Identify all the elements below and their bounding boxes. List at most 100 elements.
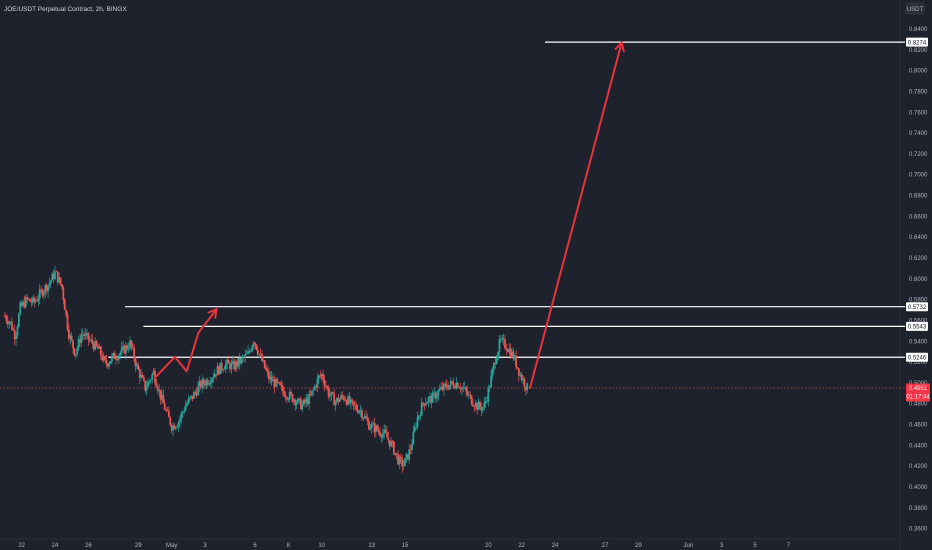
candle	[376, 424, 379, 432]
candle-body	[519, 374, 522, 376]
candle-body	[397, 454, 399, 465]
candle	[97, 343, 99, 349]
candle	[127, 342, 130, 353]
candle-body	[76, 348, 79, 355]
candle	[180, 410, 183, 424]
candle-body	[470, 395, 473, 405]
candle	[172, 422, 174, 437]
candle-body	[174, 427, 177, 429]
candle-body	[127, 348, 130, 350]
candle-body	[111, 355, 113, 362]
candle-body	[281, 385, 284, 392]
candle	[84, 327, 87, 340]
candle-body	[467, 394, 470, 396]
candle	[481, 407, 484, 414]
x-tick-label: 20	[485, 543, 492, 549]
candle-body	[474, 402, 477, 408]
candle	[101, 350, 104, 363]
candle-body	[358, 410, 361, 413]
candle	[162, 389, 165, 404]
level-tag-text: 0.5543	[908, 325, 927, 331]
candle	[8, 320, 11, 330]
candle	[6, 315, 9, 328]
candle-body	[67, 329, 70, 339]
candle	[476, 401, 479, 415]
candle-body	[192, 392, 195, 399]
candle	[248, 348, 251, 354]
candle	[362, 416, 365, 421]
candle-body	[501, 338, 504, 340]
candle	[151, 373, 154, 384]
candle	[334, 399, 337, 412]
candle	[88, 335, 91, 343]
projection-target[interactable]	[529, 41, 625, 390]
candle	[280, 379, 283, 391]
candle	[465, 385, 468, 398]
candle-body	[422, 402, 424, 404]
projection-past-up[interactable]	[154, 307, 218, 379]
x-tick-label: 24	[52, 543, 59, 549]
candle	[344, 395, 347, 402]
candle	[234, 359, 237, 372]
candle	[515, 350, 518, 370]
candle	[116, 355, 119, 362]
candle-body	[324, 385, 327, 387]
candle-body	[336, 397, 338, 402]
candle	[240, 356, 243, 366]
candle	[290, 389, 293, 397]
candle-body	[284, 396, 287, 398]
candle	[317, 374, 320, 384]
candle	[316, 373, 319, 392]
price-axis-panel[interactable]	[900, 0, 932, 550]
y-tick-label: 0.4800	[909, 402, 928, 408]
candle-body	[508, 348, 511, 352]
candle	[194, 389, 197, 396]
candle-body	[23, 301, 26, 308]
candle-body	[141, 375, 144, 378]
candle	[49, 279, 52, 288]
candle-body	[288, 391, 291, 400]
candle	[402, 459, 405, 471]
candle	[351, 398, 354, 407]
candle	[401, 454, 404, 473]
candle	[492, 361, 495, 374]
candle	[188, 397, 191, 402]
candle-body	[348, 396, 351, 404]
candle	[372, 420, 374, 425]
currency-box[interactable]: USDT	[905, 2, 925, 15]
candle	[29, 298, 31, 302]
candle	[156, 385, 159, 394]
candle	[338, 397, 341, 403]
candle-body	[148, 380, 151, 382]
candle-body	[329, 395, 331, 397]
candle	[72, 339, 74, 354]
candle-body	[299, 398, 302, 410]
candle	[30, 297, 33, 307]
candle	[445, 379, 448, 391]
candle-body	[341, 395, 344, 397]
candle	[181, 410, 184, 418]
candle-body	[520, 374, 523, 381]
candle	[415, 423, 418, 431]
candle-body	[73, 348, 76, 356]
candle	[469, 391, 472, 399]
candle	[404, 458, 406, 467]
candle-body	[361, 410, 363, 418]
candle-body	[161, 394, 163, 400]
candle	[509, 343, 512, 359]
x-tick-label: 27	[602, 543, 609, 549]
candle	[305, 393, 308, 407]
candle-body	[504, 339, 506, 349]
candle	[365, 410, 368, 420]
candle	[190, 395, 193, 401]
candle	[423, 403, 426, 411]
candle	[26, 294, 29, 304]
candle-body	[327, 388, 330, 397]
x-tick-label: 29	[635, 543, 642, 549]
candle	[99, 345, 102, 360]
candle	[473, 404, 476, 412]
candle	[269, 370, 272, 384]
candle	[111, 352, 113, 365]
